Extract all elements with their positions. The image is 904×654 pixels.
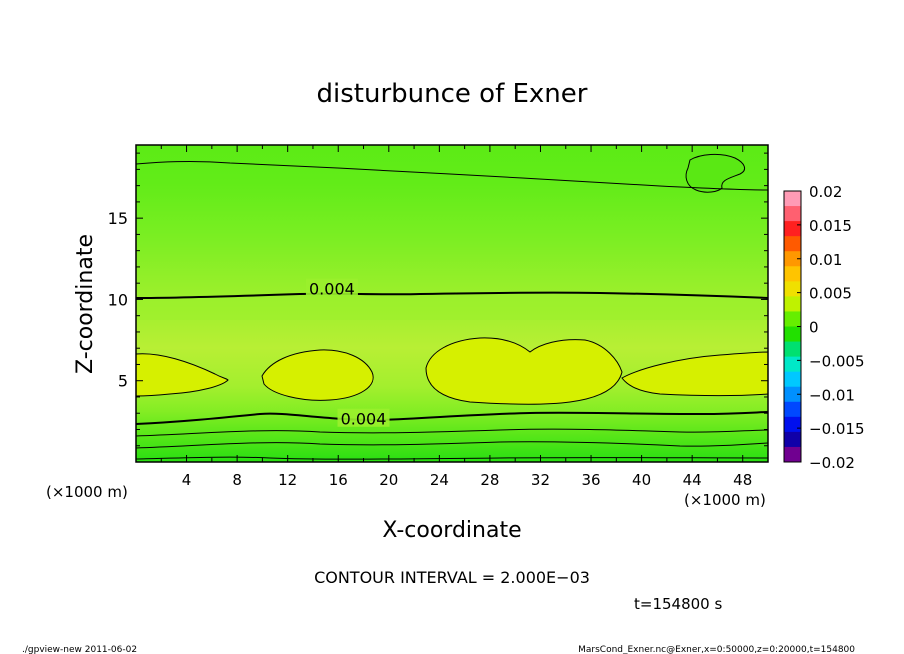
contour-line-top <box>136 160 768 191</box>
contour-label-bg <box>337 408 390 427</box>
x-tick-label: 12 <box>278 471 297 489</box>
high-region-left <box>136 353 229 397</box>
colorbar-segment <box>784 311 801 327</box>
x-tick-label: 16 <box>329 471 348 489</box>
colorbar-segment <box>784 431 801 448</box>
contour-line-bottom-1 <box>136 428 768 437</box>
high-region-right <box>621 351 768 396</box>
x-tick-label: 32 <box>531 471 550 489</box>
colorbar-tick-label: 0.005 <box>809 285 852 303</box>
contour-line-bottom-3 <box>136 456 768 460</box>
colorbar-segment <box>784 386 801 403</box>
y-axis-label: Z-coordinate <box>73 234 98 374</box>
x-tick-label: 20 <box>379 471 398 489</box>
colorbar-tick-label: −0.015 <box>809 420 865 438</box>
colorbar-segment <box>784 416 801 433</box>
colorbar-segment <box>784 326 801 343</box>
colorbar-segment <box>784 401 801 418</box>
colorbar-segment <box>784 266 801 282</box>
colorbar-tick-label: 0.015 <box>809 217 852 235</box>
x-axis-label: X-coordinate <box>382 518 521 543</box>
colorbar-segment <box>784 191 801 207</box>
contour-labels: 0.004 0.004 <box>305 278 390 429</box>
colorbar-segment <box>784 251 801 267</box>
contour-label: 0.004 <box>309 280 355 299</box>
contour-label: 0.004 <box>341 410 387 429</box>
contour-line-bottom-2 <box>136 441 768 449</box>
colorbar-segment <box>784 206 801 222</box>
x-tick-label: 44 <box>683 471 702 489</box>
high-region-center-left <box>261 349 374 401</box>
x-tick-label: 36 <box>581 471 600 489</box>
colorbar-segment <box>784 371 801 388</box>
footer-right: MarsCond_Exner.nc@Exner,x=0:50000,z=0:20… <box>578 645 855 654</box>
colorbar-segment <box>784 341 801 358</box>
x-axis-unit-left: (×1000 m) <box>46 483 128 501</box>
high-region-center <box>425 337 623 405</box>
colorbar-segment <box>784 296 801 312</box>
contour-label-bg <box>305 278 358 297</box>
x-axis-unit-right: (×1000 m) <box>684 491 766 509</box>
x-tick-label: 48 <box>733 471 752 489</box>
colorbar-segment <box>784 281 801 297</box>
colorbar-tick-label: −0.02 <box>809 454 855 472</box>
y-tick-label: 5 <box>118 372 128 391</box>
colorbar-tick-label: −0.005 <box>809 352 865 370</box>
x-tick-label: 28 <box>480 471 499 489</box>
x-tick-label: 8 <box>232 471 242 489</box>
field-band-upper <box>136 291 768 320</box>
colorbar-tick-label: 0.01 <box>809 251 842 269</box>
footer-left: ./gpview-new 2011-06-02 <box>22 645 137 654</box>
contour-line-0.004-lower <box>136 411 768 425</box>
x-tick-label: 40 <box>632 471 651 489</box>
colorbar-segment <box>784 221 801 237</box>
colorbar-tick-label: −0.01 <box>809 386 855 404</box>
colorbar-tick-label: 0 <box>809 319 819 337</box>
x-tick-label: 4 <box>182 471 192 489</box>
contour-line-0.004-upper <box>136 291 768 299</box>
y-tick-label: 10 <box>108 290 128 309</box>
y-tick-label: 15 <box>108 209 128 228</box>
colorbar-segment <box>784 446 801 463</box>
chart-title: disturbunce of Exner <box>317 79 588 109</box>
colorbar: 0.02 0.015 0.01 0.005 0 −0.005 −0.01 −0.015 −0.0… <box>783 183 865 472</box>
colorbar-segment <box>784 236 801 252</box>
plot-frame <box>135 144 769 463</box>
x-tick-label: 24 <box>430 471 449 489</box>
colorbar-tick-label: 0.02 <box>809 183 842 201</box>
time-text: t=154800 s <box>634 595 722 613</box>
colorbar-segment <box>784 356 801 373</box>
contour-interval-text: CONTOUR INTERVAL = 2.000E−03 <box>314 568 590 587</box>
